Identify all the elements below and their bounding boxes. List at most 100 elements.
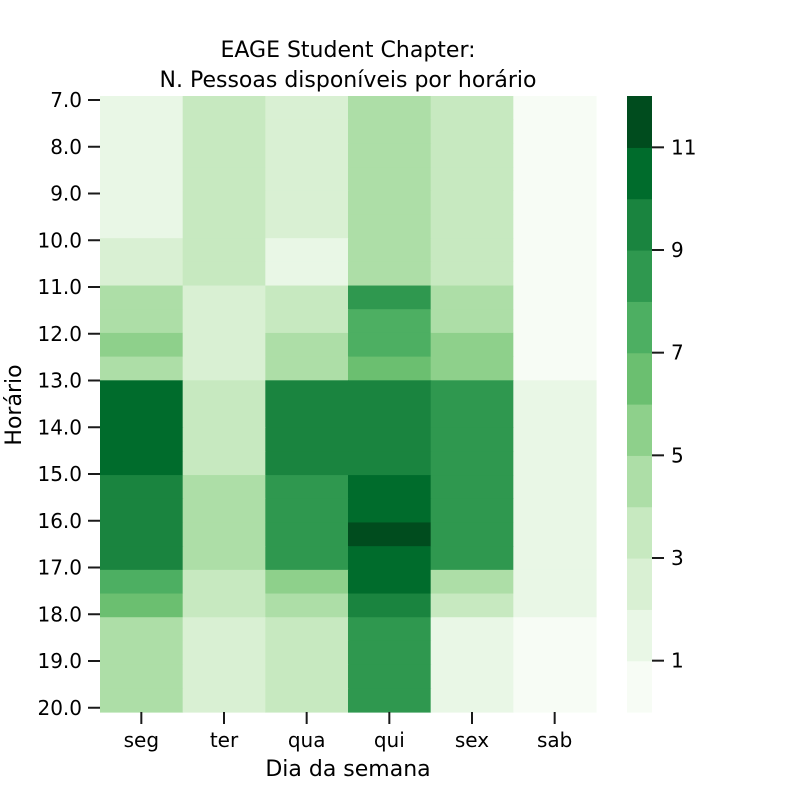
colorbar-tick-label: 1 [671, 649, 684, 673]
heatmap-cell [513, 380, 597, 405]
heatmap-cell [100, 356, 184, 381]
heatmap-cell [348, 143, 432, 168]
y-tick-label: 18.0 [37, 602, 82, 626]
heatmap-cell [348, 617, 432, 642]
heatmap-cell [348, 167, 432, 192]
heatmap-cell [182, 593, 266, 618]
heatmap-cell [265, 569, 349, 595]
heatmap-cell [430, 119, 514, 144]
y-tick-label: 15.0 [37, 462, 82, 486]
heatmap-cell [430, 569, 514, 595]
heatmap-cell [430, 617, 514, 642]
heatmap-cell [100, 190, 184, 216]
heatmap-cell [513, 285, 597, 310]
heatmap-cell [430, 640, 514, 666]
chart-title: EAGE Student Chapter: [220, 38, 475, 63]
heatmap-cell [430, 285, 514, 310]
heatmap-cell [182, 356, 266, 381]
heatmap-cell [265, 119, 349, 144]
heatmap-cell [430, 522, 514, 547]
heatmap-cell [265, 522, 349, 547]
heatmap-cell [100, 380, 184, 405]
heatmap-cell [348, 593, 432, 618]
heatmap-cell [513, 427, 597, 452]
heatmap-cell [513, 119, 597, 144]
heatmap-cell [513, 309, 597, 334]
colorbar-tick-label: 3 [671, 546, 684, 570]
heatmap-cell [513, 522, 597, 547]
heatmap-cell [100, 285, 184, 310]
heatmap-cell [348, 451, 432, 476]
x-tick-label: seg [124, 728, 159, 752]
heatmap-cell [182, 427, 266, 452]
heatmap-cell [265, 451, 349, 476]
heatmap-cell [430, 664, 514, 689]
heatmap-cells [100, 96, 597, 713]
heatmap-cell [348, 546, 432, 571]
heatmap-cell [430, 261, 514, 287]
heatmap-cell [182, 238, 266, 263]
heatmap-cell [265, 617, 349, 642]
x-axis-label: Dia da semana [265, 757, 430, 782]
heatmap-cell [430, 688, 514, 713]
y-tick-label: 13.0 [37, 369, 82, 393]
colorbar-segment [627, 558, 652, 610]
heatmap-cell [348, 190, 432, 216]
heatmap-cell [265, 404, 349, 429]
heatmap-cell [265, 356, 349, 381]
heatmap-cell [182, 190, 266, 216]
heatmap-cell [265, 261, 349, 287]
x-tick-label: sex [455, 728, 489, 752]
heatmap-cell [182, 143, 266, 168]
heatmap-cell [182, 451, 266, 476]
heatmap-cell [430, 332, 514, 358]
x-tick-label: ter [210, 728, 239, 752]
colorbar-segment [627, 301, 652, 354]
heatmap-cell [100, 427, 184, 452]
colorbar-segment [627, 506, 652, 559]
heatmap-cell [265, 688, 349, 713]
heatmap-cell [100, 404, 184, 429]
heatmap-cell [430, 404, 514, 429]
heatmap-cell [513, 143, 597, 168]
colorbar-segment [627, 660, 652, 713]
heatmap-cell [182, 214, 266, 239]
heatmap-cell [513, 332, 597, 358]
heatmap-cell [513, 261, 597, 287]
heatmap-cell [100, 522, 184, 547]
heatmap-cell [100, 143, 184, 168]
heatmap-cell [348, 640, 432, 666]
heatmap-cell [100, 593, 184, 618]
heatmap-cell [348, 285, 432, 310]
heatmap-cell [265, 475, 349, 500]
heatmap-cell [265, 427, 349, 452]
colorbar-segment [627, 404, 652, 456]
heatmap-cell [430, 475, 514, 500]
heatmap-cell [182, 688, 266, 713]
heatmap-cell [100, 664, 184, 689]
heatmap-cell [265, 332, 349, 358]
y-tick-label: 12.0 [37, 322, 82, 346]
heatmap-cell [430, 143, 514, 168]
heatmap-cell [182, 617, 266, 642]
heatmap-cell [430, 498, 514, 524]
heatmap-cell [513, 593, 597, 618]
colorbar: 1 3 5 7 9 11 [627, 96, 696, 713]
heatmap-cell [182, 498, 266, 524]
heatmap-cell [265, 285, 349, 310]
heatmap-cell [513, 451, 597, 476]
colorbar-tick-label: 7 [671, 341, 684, 365]
heatmap-cell [100, 119, 184, 144]
colorbar-segment [627, 455, 652, 508]
heatmap-cell [348, 569, 432, 595]
heatmap-cell [348, 664, 432, 689]
y-tick-label: 16.0 [37, 509, 82, 533]
heatmap-cell [182, 522, 266, 547]
heatmap-cell [265, 498, 349, 524]
heatmap-cell [182, 664, 266, 689]
heatmap-cell [348, 119, 432, 144]
heatmap-cell [182, 96, 266, 121]
heatmap-cell [430, 380, 514, 405]
heatmap-cell [513, 404, 597, 429]
